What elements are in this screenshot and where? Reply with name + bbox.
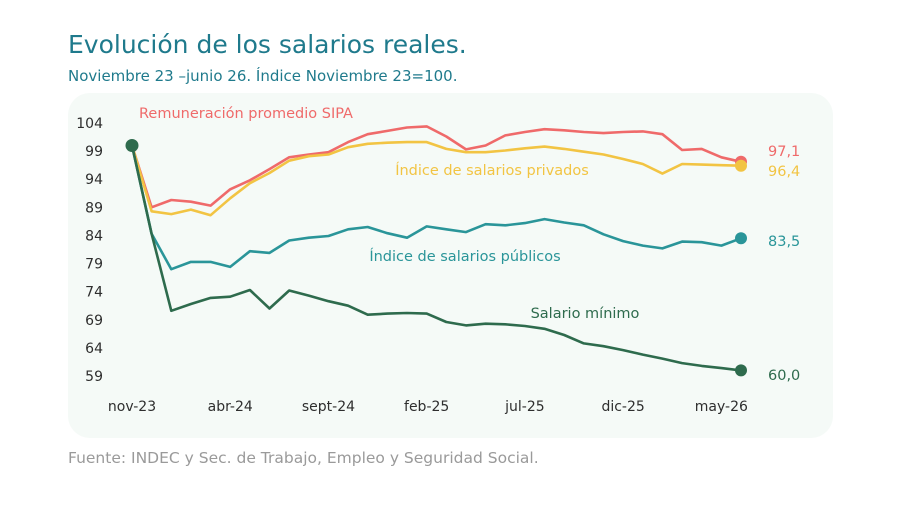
x-tick-label: feb-25 — [404, 399, 449, 415]
y-tick-label: 89 — [85, 200, 103, 216]
series-line — [130, 140, 742, 217]
series-start-marker — [125, 138, 139, 152]
series-end-value: 97,1 — [768, 144, 800, 160]
source-note: Fuente: INDEC y Sec. de Trabajo, Empleo … — [68, 449, 539, 467]
series-name-label: Índice de salarios privados — [395, 162, 589, 179]
series-end-marker — [735, 364, 747, 377]
y-tick-label: 79 — [85, 257, 103, 273]
x-tick-label: jul-25 — [504, 399, 545, 415]
x-tick-label: dic-25 — [601, 399, 644, 415]
series-end-marker — [735, 159, 747, 172]
y-tick-label: 99 — [85, 144, 103, 160]
series-name-label: Salario mínimo — [531, 306, 640, 322]
y-tick-label: 59 — [85, 369, 103, 385]
series-line — [130, 125, 742, 209]
chart-subtitle: Noviembre 23 –junio 26. Índice Noviembre… — [68, 67, 458, 85]
x-tick-label: may-26 — [695, 399, 748, 415]
y-tick-label: 94 — [85, 172, 103, 188]
series-line — [130, 145, 742, 271]
y-tick-label: 84 — [85, 228, 103, 244]
series-end-value: 60,0 — [768, 368, 800, 384]
x-tick-label: abr-24 — [208, 399, 253, 415]
series-line — [130, 145, 742, 372]
series-end-marker — [735, 232, 747, 245]
y-tick-label: 74 — [85, 285, 103, 301]
chart-title: Evolución de los salarios reales. — [68, 30, 467, 59]
y-tick-label: 64 — [85, 341, 103, 357]
y-tick-label: 104 — [76, 116, 103, 132]
x-tick-label: sept-24 — [302, 399, 355, 415]
x-tick-label: nov-23 — [108, 399, 156, 415]
series-end-value: 96,4 — [768, 164, 800, 180]
y-tick-label: 69 — [85, 313, 103, 329]
series-name-label: Índice de salarios públicos — [369, 248, 560, 265]
series-end-value: 83,5 — [768, 234, 800, 250]
series-name-label: Remuneración promedio SIPA — [139, 106, 353, 122]
